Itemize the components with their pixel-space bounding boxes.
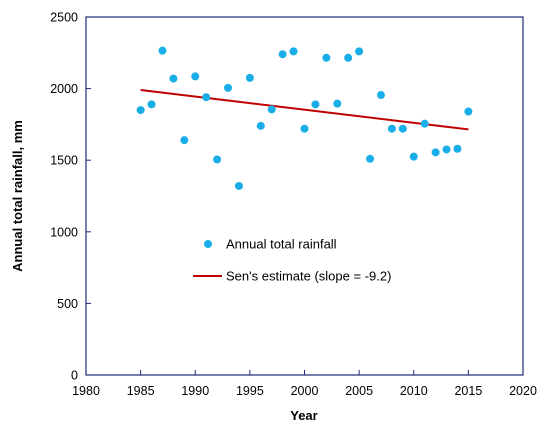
rainfall-point [344,53,353,62]
rainfall-point [267,105,276,114]
rainfall-point [409,152,418,161]
rainfall-point [289,47,298,56]
y-tick-label: 1000 [50,225,78,239]
rainfall-point [256,121,265,130]
rainfall-point [420,119,429,128]
x-tick-label: 2015 [454,384,482,398]
rainfall-point [191,72,200,81]
rainfall-point [224,83,233,92]
rainfall-point [376,91,385,100]
plot-frame [85,16,524,376]
rainfall-point [355,47,364,56]
rainfall-point [398,124,407,133]
rainfall-point [431,148,440,157]
y-tick-label: 2500 [50,11,78,25]
y-tick-label: 500 [57,297,78,311]
legend-marker-rainfall [204,240,212,248]
x-tick-label: 2005 [345,384,373,398]
y-tick-label: 0 [71,369,78,383]
rainfall-point [169,74,178,83]
x-tick-label: 2010 [400,384,428,398]
y-axis-title: Annual total rainfall, mm [10,120,25,272]
rainfall-point [234,181,243,190]
rainfall-point [278,50,287,59]
x-tick-label: 1985 [127,384,155,398]
sen-estimate-line [140,89,469,131]
rainfall-point [213,155,222,164]
rainfall-point [387,124,396,133]
legend-label-sen-estimate: Sen's estimate (slope = -9.2) [226,269,391,284]
y-tick-label: 1500 [50,154,78,168]
rainfall-point [442,145,451,154]
rainfall-point [147,100,156,109]
y-tick-label: 2000 [50,82,78,96]
rainfall-point [366,154,375,163]
rainfall-point [322,53,331,62]
x-tick-label: 1990 [181,384,209,398]
x-axis: 1980 1985 1990 1995 2000 2005 2010 2015 2020 [72,370,537,398]
x-axis-title: Year [290,408,317,423]
rainfall-point [158,46,167,55]
legend-label-rainfall: Annual total rainfall [226,237,337,252]
rainfall-point [136,106,145,115]
rainfall-point [202,93,211,102]
trend-line-series [140,89,469,131]
rainfall-point [180,136,189,145]
y-axis: 0 500 1000 1500 2000 2500 [50,11,91,383]
legend: Annual total rainfall Sen's estimate (sl… [193,237,391,284]
rainfall-point [453,144,462,153]
rainfall-point [464,107,473,116]
x-tick-label: 1980 [72,384,100,398]
rainfall-point [300,124,309,133]
rainfall-points-series [136,46,473,190]
x-tick-label: 2020 [509,384,537,398]
rainfall-point [311,100,320,109]
rainfall-point [333,99,342,108]
rainfall-point [245,73,254,82]
x-tick-label: 1995 [236,384,264,398]
x-tick-label: 2000 [291,384,319,398]
